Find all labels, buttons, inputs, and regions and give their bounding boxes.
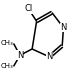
Text: CH₃: CH₃ [0,63,13,69]
Text: CH₃: CH₃ [0,40,13,46]
Text: N: N [17,51,23,60]
Text: Cl: Cl [25,4,33,13]
Text: N: N [60,23,67,32]
Text: N: N [46,52,53,61]
